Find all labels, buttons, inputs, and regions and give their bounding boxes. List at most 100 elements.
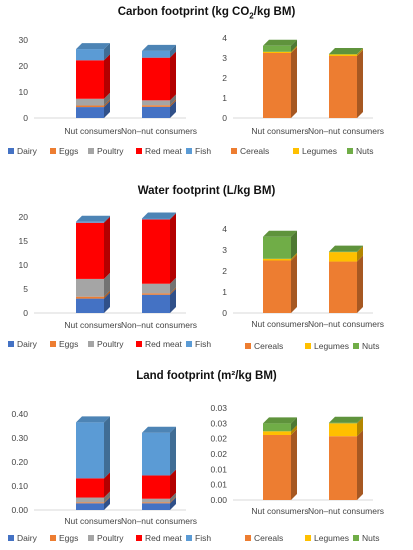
x-category-label: Non–nut consumers	[121, 320, 197, 330]
bar-segment-nuts-nut-consumers	[263, 236, 291, 259]
bar-top-nut-consumers	[263, 417, 297, 424]
y-tick-label: 0	[222, 308, 227, 318]
y-tick-label: 2	[222, 266, 227, 276]
bar-side-eggs-non-nut-consumers	[170, 287, 176, 295]
bar-side-dairy-non-nut-consumers	[170, 100, 176, 118]
water-footprint-title: Water footprint (L/kg BM)	[137, 185, 276, 197]
bar-side-red-meat-non-nut-consumers	[170, 469, 176, 499]
bar-segment-eggs-nut-consumers	[76, 502, 104, 504]
bar-segment-dairy-non-nut-consumers	[142, 503, 170, 510]
carbon-plant-chart: 0 1 2 3 4 Nut consumers Non–nut consumers Cerea…	[222, 33, 384, 156]
x-category-label: Nut consumers	[251, 506, 308, 516]
legend-swatch-poultry	[88, 341, 94, 347]
legend-label-legumes: Legumes	[314, 533, 349, 543]
y-tick-label: 5	[23, 284, 28, 294]
y-tick-label: 2	[222, 73, 227, 83]
bar-side-fish-non-nut-consumers	[170, 426, 176, 476]
bar-segment-fish-nut-consumers	[76, 422, 104, 479]
water-animal-chart: 0 5 10 15 20 Nut consumers Non–nut consumers Da…	[8, 212, 211, 349]
y-tick-label: 30	[19, 35, 29, 45]
bar-top-nut-consumers	[263, 39, 297, 46]
bar-side-poultry-nut-consumers	[104, 92, 110, 106]
bar-side-eggs-nut-consumers	[104, 496, 110, 504]
bar-top-nut-consumers	[76, 43, 110, 50]
y-tick-label: 4	[222, 33, 227, 43]
legend-label-red-meat: Red meat	[145, 146, 182, 156]
legend-label-fish: Fish	[195, 533, 211, 543]
y-tick-label: 0.00	[11, 505, 28, 515]
legend-label-dairy: Dairy	[17, 339, 38, 349]
bar-side-dairy-non-nut-consumers	[170, 288, 176, 313]
bar-segment-legumes-nut-consumers	[263, 431, 291, 435]
legend-swatch-dairy	[8, 341, 14, 347]
carbon-animal-chart: 0 10 20 30 Nut consumers Non–nut consumers Dai…	[8, 35, 211, 156]
bar-segment-poultry-non-nut-consumers	[142, 498, 170, 503]
bar-side-eggs-non-nut-consumers	[170, 496, 176, 504]
bar-side-cereals-non-nut-consumers	[357, 255, 363, 313]
x-category-label: Nut consumers	[64, 320, 121, 330]
bar-side-nuts-non-nut-consumers	[357, 416, 363, 424]
bar-segment-cereals-non-nut-consumers	[329, 261, 357, 313]
bar-segment-fish-non-nut-consumers	[142, 218, 170, 220]
bar-side-nuts-nut-consumers	[291, 417, 297, 432]
x-category-label: Non–nut consumers	[121, 126, 197, 136]
bar-segment-nuts-nut-consumers	[263, 45, 291, 52]
bar-segment-poultry-non-nut-consumers	[142, 100, 170, 106]
bar-segment-cereals-nut-consumers	[263, 260, 291, 313]
legend-label-dairy: Dairy	[17, 146, 38, 156]
legend-label-poultry: Poultry	[97, 339, 124, 349]
bar-side-cereals-nut-consumers	[291, 254, 297, 313]
bar-side-fish-nut-consumers	[104, 416, 110, 479]
land-animal-chart: 0.00 0.10 0.20 0.30 0.40 Nut consumers Non–nut…	[8, 409, 211, 543]
bar-side-fish-non-nut-consumers	[170, 44, 176, 58]
legend-swatch-cereals	[245, 535, 251, 541]
bar-segment-red-meat-nut-consumers	[76, 222, 104, 279]
legend-label-poultry: Poultry	[97, 146, 124, 156]
legend-swatch-red-meat	[136, 148, 142, 154]
legend-label-eggs: Eggs	[59, 339, 78, 349]
bar-side-red-meat-nut-consumers	[104, 216, 110, 279]
legend-swatch-cereals	[231, 148, 237, 154]
bar-top-nut-consumers	[76, 215, 110, 222]
bar-side-nuts-nut-consumers	[291, 39, 297, 52]
legend-swatch-cereals	[245, 343, 251, 349]
bar-side-red-meat-nut-consumers	[104, 54, 110, 99]
bar-side-eggs-non-nut-consumers	[170, 99, 176, 107]
legend-swatch-fish	[186, 148, 192, 154]
legend-swatch-red-meat	[136, 341, 142, 347]
bar-side-poultry-non-nut-consumers	[170, 94, 176, 106]
legend-label-poultry: Poultry	[97, 533, 124, 543]
y-tick-label: 0.10	[11, 481, 28, 491]
y-tick-label: 0	[23, 308, 28, 318]
bar-segment-legumes-non-nut-consumers	[329, 423, 357, 437]
bar-side-nuts-non-nut-consumers	[357, 245, 363, 253]
legend-label-nuts: Nuts	[362, 341, 379, 351]
bar-segment-fish-non-nut-consumers	[142, 432, 170, 476]
bar-segment-dairy-non-nut-consumers	[142, 294, 170, 313]
bar-side-legumes-non-nut-consumers	[357, 48, 363, 56]
y-tick-label: 0.20	[11, 457, 28, 467]
bar-segment-cereals-nut-consumers	[263, 434, 291, 500]
bar-side-poultry-non-nut-consumers	[170, 492, 176, 503]
bar-segment-red-meat-non-nut-consumers	[142, 219, 170, 284]
bar-side-dairy-nut-consumers	[104, 292, 110, 313]
legend-label-nuts: Nuts	[356, 146, 373, 156]
x-category-label: Non–nut consumers	[308, 506, 384, 516]
legend-swatch-dairy	[8, 148, 14, 154]
bar-segment-red-meat-non-nut-consumers	[142, 475, 170, 499]
bar-segment-poultry-nut-consumers	[76, 278, 104, 297]
legend-swatch-eggs	[50, 148, 56, 154]
bar-top-non-nut-consumers	[142, 426, 176, 433]
legend-swatch-dairy	[8, 535, 14, 541]
legend-swatch-nuts	[353, 535, 359, 541]
land-plant-chart: 0.00 0.01 0.01 0.02 0.02 0.03 0.03 Nut consumer…	[210, 403, 384, 543]
bar-segment-red-meat-nut-consumers	[76, 60, 104, 99]
bar-segment-cereals-non-nut-consumers	[329, 436, 357, 500]
bar-side-legumes-non-nut-consumers	[357, 246, 363, 262]
bar-top-non-nut-consumers	[142, 212, 176, 219]
bar-segment-dairy-nut-consumers	[76, 298, 104, 313]
bar-segment-dairy-non-nut-consumers	[142, 106, 170, 118]
bar-segment-eggs-non-nut-consumers	[142, 293, 170, 295]
water-plant-chart: 0 1 2 3 4 Nut consumers Non–nut consumers Cerea…	[222, 224, 384, 351]
bar-top-nut-consumers	[76, 416, 110, 423]
